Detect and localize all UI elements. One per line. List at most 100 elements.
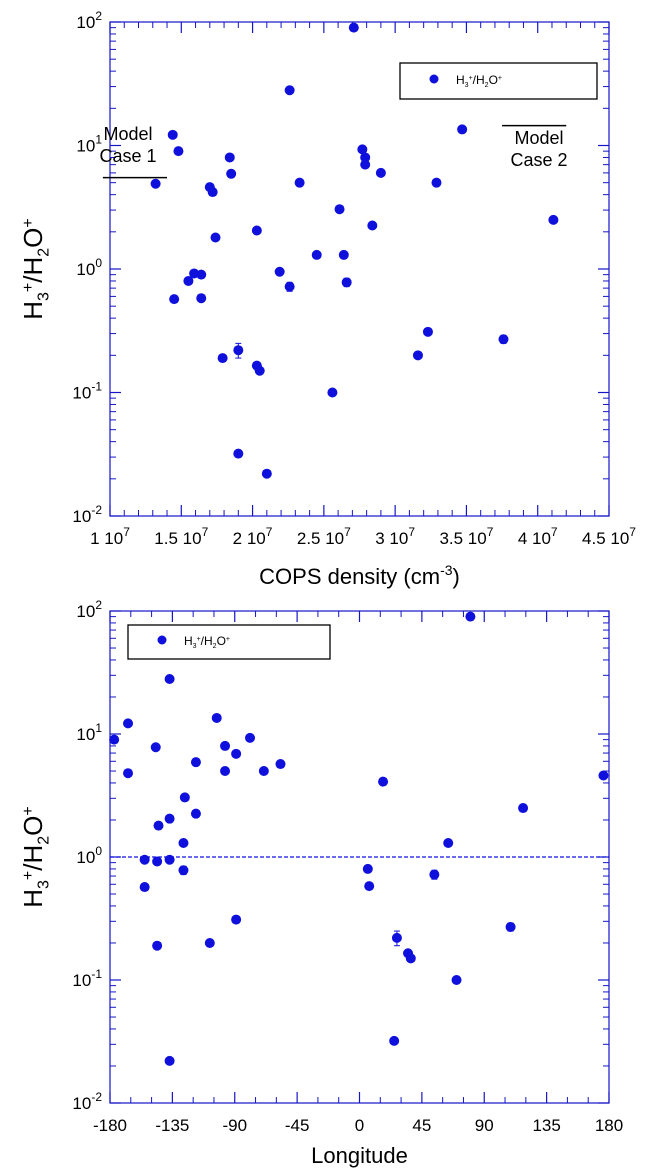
label-part: 10: [76, 13, 95, 32]
data-point: [217, 353, 228, 364]
data-point: [360, 159, 371, 170]
label-part: -135: [155, 1116, 189, 1135]
label-part: +: [498, 75, 502, 82]
x-tick-label: 4.5 107: [582, 525, 636, 548]
model-case-label: Case 2: [510, 150, 567, 170]
label-part: +: [20, 806, 37, 815]
data-point: [284, 281, 295, 292]
label-part: Longitude: [311, 1143, 408, 1168]
label-part: 7: [629, 525, 636, 539]
data-point: [207, 187, 218, 198]
label-part: 7: [408, 525, 415, 539]
y-tick-label: 10-2: [72, 1090, 102, 1113]
y-tick-label: 101: [76, 133, 102, 156]
data-point: [224, 152, 235, 163]
data-point: [443, 837, 454, 848]
data-point: [334, 204, 345, 215]
x-tick-label: 3 107: [375, 525, 415, 548]
label-part: 0: [95, 256, 102, 270]
x-tick-label: -135: [155, 1116, 189, 1135]
label-part: +: [197, 636, 201, 643]
data-point: [284, 85, 295, 96]
label-part: /H: [473, 73, 485, 87]
data-point: [211, 712, 222, 723]
label-part: 2.5 10: [297, 529, 344, 548]
label-part: -90: [222, 1116, 247, 1135]
y-tick-label: 102: [76, 598, 102, 621]
label-part: 180: [595, 1116, 623, 1135]
data-point: [152, 856, 163, 867]
label-part: +: [469, 75, 473, 82]
data-point: [375, 167, 386, 178]
label-part: 2: [213, 643, 217, 650]
label-part: H: [18, 889, 48, 908]
data-point: [357, 144, 368, 155]
data-point: [274, 266, 285, 277]
label-part: H: [184, 634, 193, 648]
data-point: [261, 468, 272, 479]
data-point: [338, 249, 349, 260]
label-part: O: [217, 634, 226, 648]
label-part: -2: [91, 1090, 102, 1104]
data-point: [465, 611, 476, 622]
label-part: 90: [475, 1116, 494, 1135]
label-part: 1 10: [90, 529, 123, 548]
label-part: 7: [266, 525, 273, 539]
x-tick-label: 1 107: [90, 525, 130, 548]
data-point: [378, 776, 389, 787]
data-point: [226, 168, 237, 179]
label-part: 7: [202, 525, 209, 539]
label-part: 10: [72, 971, 91, 990]
x-tick-label: 2.5 107: [297, 525, 351, 548]
data-point: [220, 766, 231, 777]
data-point: [210, 232, 221, 243]
label-part: -3: [440, 562, 453, 578]
label-part: 10: [76, 725, 95, 744]
data-point: [391, 932, 402, 943]
data-point: [178, 837, 189, 848]
label-part: 3: [465, 82, 469, 89]
label-part: 3.5 10: [439, 529, 486, 548]
label-part: /H: [18, 257, 48, 283]
label-part: +: [20, 218, 37, 227]
data-point: [233, 345, 244, 356]
label-part: 10: [76, 602, 95, 621]
data-point: [598, 770, 609, 781]
data-point: [220, 740, 231, 751]
data-point: [173, 146, 184, 157]
data-point: [364, 881, 375, 892]
data-point: [109, 734, 120, 745]
data-point: [405, 953, 416, 964]
data-point: [152, 940, 163, 951]
data-point: [123, 718, 134, 729]
label-part: /H: [201, 634, 213, 648]
y-tick-label: 10-1: [72, 380, 102, 403]
data-point: [275, 759, 286, 770]
label-part: 3: [193, 643, 197, 650]
x-tick-label: 180: [595, 1116, 623, 1135]
label-part: /H: [18, 845, 48, 871]
data-point: [258, 766, 269, 777]
data-point: [327, 387, 338, 398]
x-tick-label: 4 107: [518, 525, 558, 548]
data-point: [518, 803, 529, 814]
data-point: [167, 129, 178, 140]
x-tick-label: 90: [475, 1116, 494, 1135]
data-point: [367, 220, 378, 231]
data-point: [123, 768, 134, 779]
x-axis-label: COPS density (cm-3): [259, 562, 460, 589]
data-point: [548, 214, 559, 225]
label-part: 2 10: [233, 529, 266, 548]
label-part: 10: [72, 384, 91, 403]
label-part: H: [456, 73, 465, 87]
legend-marker: [429, 74, 439, 84]
label-part: 3: [36, 880, 53, 889]
y-tick-label: 101: [76, 721, 102, 744]
data-point: [389, 1035, 400, 1046]
data-point: [204, 937, 215, 948]
label-part: 0: [95, 844, 102, 858]
data-point: [422, 326, 433, 337]
y-tick-label: 10-2: [72, 503, 102, 526]
label-part: -1: [91, 380, 102, 394]
